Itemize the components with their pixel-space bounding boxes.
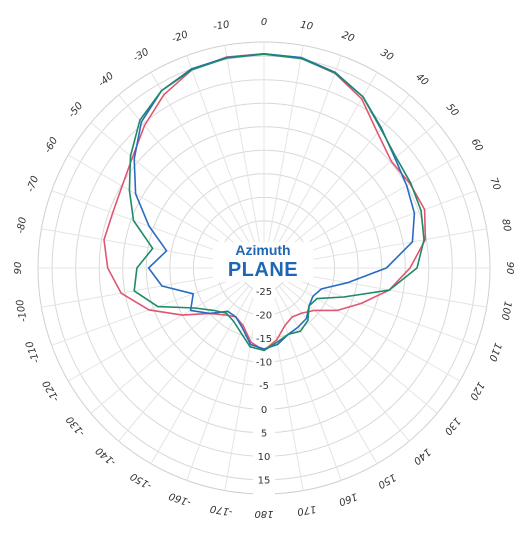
chart-title: Azimuth PLANE xyxy=(213,242,313,282)
angle-tick-label: 170 xyxy=(296,503,317,517)
angle-tick-label: -10 xyxy=(212,19,230,33)
grid-spoke xyxy=(281,282,438,414)
angle-tick-label: 150 xyxy=(376,471,398,490)
angle-tick-label: -60 xyxy=(43,135,61,155)
angle-tick-label: 120 xyxy=(467,380,486,402)
angle-tick-label: -170 xyxy=(209,502,233,517)
grid-spoke xyxy=(278,285,410,442)
angle-tick-label: -20 xyxy=(171,29,190,45)
series-line-2 xyxy=(133,53,416,350)
angle-tick-label: -110 xyxy=(24,339,42,364)
angle-tick-label: 60 xyxy=(469,137,485,154)
grid-spoke xyxy=(186,289,257,481)
radial-tick-label: 15 xyxy=(258,475,271,486)
grid-spoke xyxy=(51,275,243,346)
angle-tick-label: 160 xyxy=(337,490,359,507)
angle-tick-label: 30 xyxy=(378,47,395,63)
angle-tick-label: 100 xyxy=(499,300,513,321)
angle-tick-label: -160 xyxy=(168,490,193,508)
angle-tick-label: -80 xyxy=(15,216,29,234)
radial-tick-label: 5 xyxy=(261,428,267,439)
grid-spoke xyxy=(284,279,460,382)
series-line-3 xyxy=(128,53,425,352)
grid-spoke xyxy=(275,288,378,464)
angle-tick-label: 180 xyxy=(254,508,273,519)
grid-spoke xyxy=(150,72,253,248)
grid-spoke xyxy=(90,282,247,414)
grid-spoke xyxy=(271,289,342,481)
angle-tick-label: -120 xyxy=(41,378,62,403)
grid-spoke xyxy=(285,190,477,261)
angle-tick-label: 130 xyxy=(442,415,463,437)
angle-tick-label: 90 xyxy=(504,262,515,275)
grid-spoke xyxy=(267,45,304,245)
angle-tick-label: 50 xyxy=(444,102,461,119)
angle-tick-label: -40 xyxy=(96,71,116,90)
grid-spoke xyxy=(41,271,241,308)
grid-spoke xyxy=(284,154,460,257)
radial-tick-label: -10 xyxy=(256,358,272,369)
angle-tick-label: -150 xyxy=(129,470,154,491)
grid xyxy=(37,41,491,498)
grid-spoke xyxy=(275,72,378,248)
angle-tick-label: 0 xyxy=(261,17,267,28)
grid-spoke xyxy=(271,55,342,247)
angle-tick-label: 140 xyxy=(411,446,433,467)
angle-tick-label: -140 xyxy=(94,445,118,468)
radial-label-band xyxy=(253,287,275,498)
radial-tick-label: -25 xyxy=(256,287,272,298)
grid-spoke xyxy=(41,228,241,265)
angle-tick-label: 40 xyxy=(413,72,430,89)
chart-title-line2: PLANE xyxy=(227,259,299,281)
series-layer xyxy=(103,53,427,352)
angle-tick-label: -30 xyxy=(131,47,151,65)
radial-tick-label: -15 xyxy=(256,334,272,345)
angle-tick-label: 110 xyxy=(486,341,503,363)
radial-tick-label: -5 xyxy=(259,381,269,392)
grid-spoke xyxy=(285,275,477,346)
radial-tick-label: -20 xyxy=(256,311,272,322)
angle-tick-label: 80 xyxy=(499,218,512,232)
grid-spoke xyxy=(287,228,487,265)
axis-labels: 0 102030405060708090100110120130140150160… xyxy=(13,17,515,519)
angle-tick-label: 90 xyxy=(13,262,24,275)
grid-spoke xyxy=(281,122,438,254)
angle-tick-label: -100 xyxy=(15,298,30,322)
radial-tick-label: 10 xyxy=(258,452,271,463)
angle-tick-label: -50 xyxy=(67,100,86,120)
angle-tick-label: 10 xyxy=(299,20,313,33)
angle-tick-label: 20 xyxy=(340,30,356,45)
grid-spoke xyxy=(51,190,243,261)
grid-spoke xyxy=(68,154,244,257)
grid-spoke xyxy=(186,55,257,247)
radial-tick-label: 0 xyxy=(261,405,267,416)
angle-tick-label: -130 xyxy=(64,414,87,438)
grid-spoke xyxy=(224,45,261,245)
angle-tick-label: 70 xyxy=(487,176,502,192)
chart-title-line1: Azimuth xyxy=(235,242,291,258)
grid-spoke xyxy=(68,279,244,382)
angle-tick-label: -70 xyxy=(25,175,41,194)
grid-spoke xyxy=(278,94,410,251)
grid-spoke xyxy=(90,122,247,254)
